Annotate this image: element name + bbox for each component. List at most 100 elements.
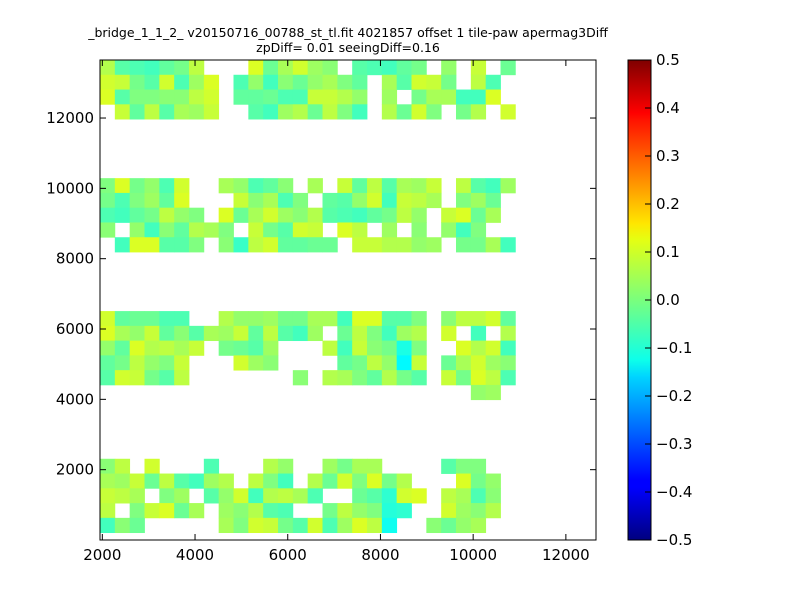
heatmap-cell [500,340,516,356]
heatmap-cell [100,458,116,474]
heatmap-cell [292,192,309,209]
heatmap-cell [470,104,487,120]
heatmap-cell [263,89,279,105]
heatmap-cell [114,60,131,76]
heatmap-cell [278,473,294,489]
heatmap-cell [322,104,338,120]
heatmap-cell [322,207,338,223]
heatmap-cell [352,458,368,474]
heatmap-cell [263,237,279,253]
heatmap-cell [100,74,116,90]
heatmap-cell [367,207,383,223]
heatmap-cell [456,488,472,504]
heatmap-cell [500,104,516,120]
chart-subtitle: zpDiff= 0.01 seeingDiff=0.16 [256,40,440,55]
heatmap-cell [337,207,353,223]
heatmap-cell [278,237,294,253]
heatmap-cell [189,104,205,120]
heatmap-cell [263,178,279,194]
heatmap-cell [144,458,160,474]
heatmap-cell [396,488,412,504]
heatmap-cell [396,473,412,489]
heatmap-cell [144,89,160,105]
heatmap-cell [248,207,264,223]
heatmap-cell [307,104,323,120]
heatmap-cell [248,503,264,519]
heatmap-cell [189,89,205,105]
heatmap-cell [263,60,279,76]
heatmap-cell [114,370,131,386]
heatmap-cell [352,340,368,356]
heatmap-cell [292,311,309,327]
heatmap-cell [233,237,249,253]
heatmap-cell [352,517,368,534]
heatmap-cell [337,89,353,105]
heatmap-cell [292,325,309,342]
heatmap-cell [248,178,264,194]
heatmap-cell [203,222,220,238]
heatmap-cell [114,355,131,371]
heatmap-cell [396,60,412,76]
heatmap-cell [396,325,412,342]
heatmap-cell [278,488,294,504]
heatmap-cell [159,340,175,356]
heatmap-cell [307,237,323,253]
heatmap-cell [218,311,234,327]
heatmap-cell [233,355,249,371]
heatmap-cell [233,325,249,342]
heatmap-cell [174,207,190,223]
heatmap-cell [411,325,427,342]
heatmap-cell [278,60,294,76]
heatmap-cell [456,178,472,194]
heatmap-cell [129,488,145,504]
heatmap-cell [396,74,412,90]
heatmap-cell [248,237,264,253]
heatmap-cell [441,370,457,386]
heatmap-cell [189,473,205,489]
heatmap-cell [456,340,472,356]
heatmap-cell [367,178,383,194]
heatmap-cell [485,74,501,90]
heatmap-cell [411,60,427,76]
heatmap-cell [411,370,427,386]
heatmap-cell [159,311,175,327]
heatmap-cell [500,311,516,327]
axis-ticks: 2000 4000 6000 8000 10000 12000 2000 4000 6000 80… [46,60,596,564]
heatmap-cell [307,488,323,504]
x-tick-label: 10000 [449,546,497,564]
heatmap-cell [292,488,309,504]
heatmap-cell [470,311,487,327]
heatmap-cell [159,473,175,489]
heatmap-cell [100,192,116,209]
heatmap-cell [426,74,442,90]
heatmap-cell [144,370,160,386]
heatmap-cell [114,74,131,90]
heatmap-cell [367,311,383,327]
heatmap-cell [322,370,338,386]
heatmap-cell [352,311,368,327]
heatmap-cell [411,207,427,223]
heatmap-cell [381,192,398,209]
heatmap-cell [292,370,309,386]
heatmap-cell [441,222,457,238]
heatmap-cell [456,503,472,519]
heatmap-cell [174,488,190,504]
heatmap-cell [292,222,309,238]
heatmap-cell [114,517,131,534]
heatmap-cell [278,89,294,105]
heatmap-cell [322,89,338,105]
heatmap-cell [411,104,427,120]
heatmap-cell [381,74,398,90]
heatmap-cell [100,517,116,534]
heatmap-cell [233,488,249,504]
y-tick-label: 8000 [56,250,94,268]
heatmap-cell [396,503,412,519]
heatmap-cell [411,74,427,90]
heatmap-cell [426,192,442,209]
heatmap-cell [292,60,309,76]
heatmap-cell [248,311,264,327]
heatmap-cell [381,207,398,223]
heatmap-cell [129,178,145,194]
heatmap-cell [426,517,442,534]
heatmap-cell [456,517,472,534]
